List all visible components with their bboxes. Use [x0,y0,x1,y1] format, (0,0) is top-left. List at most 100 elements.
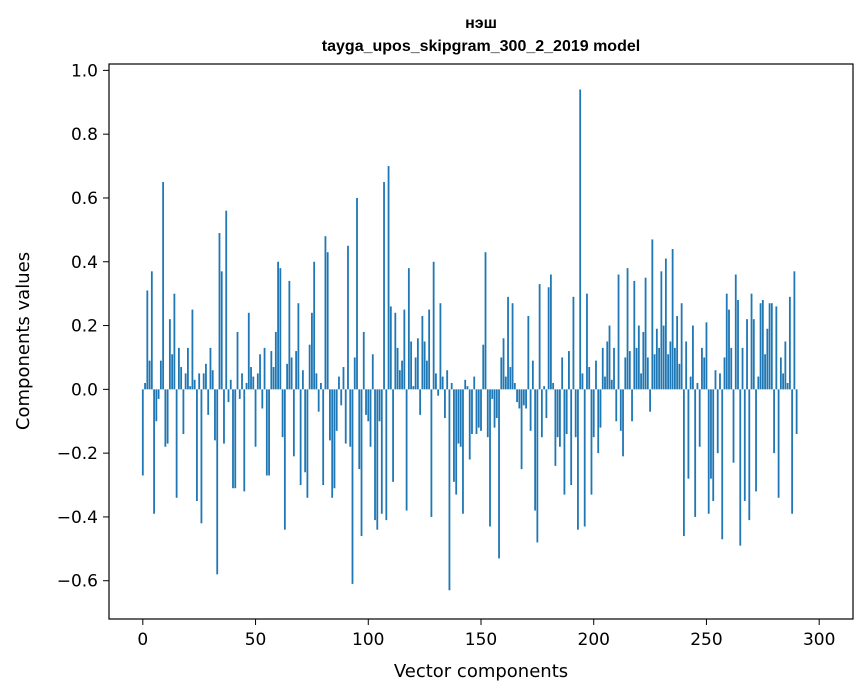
bar [211,370,214,390]
bars-group [141,89,798,591]
bar [187,347,189,390]
bar [254,389,257,447]
bar [653,354,656,390]
bar [642,331,645,390]
bar [520,389,523,470]
bar [202,373,205,390]
y-tick-label: −0.4 [57,508,98,528]
bar [786,382,789,390]
bar [750,293,753,390]
bar [480,389,482,431]
bar [660,271,663,390]
bar [728,309,730,390]
bar [574,389,577,438]
bar [764,354,766,390]
bar [153,389,155,514]
bar [746,319,748,390]
bar [527,315,530,390]
bar [394,312,397,390]
bar [788,296,791,390]
bar [365,389,367,415]
bar [725,293,728,390]
bar [784,341,787,390]
bar [540,389,543,438]
bar [146,290,149,390]
bar [448,389,451,591]
bar [457,389,460,444]
bar [610,379,613,390]
bar [164,389,167,447]
bar [495,389,498,419]
bar [795,389,798,434]
bar [396,347,399,390]
bar [570,389,573,486]
bar [243,389,246,492]
y-axis-label: Components values [13,252,34,430]
bar [522,389,525,406]
bar [683,389,685,537]
bar [712,389,715,501]
bar [191,309,194,390]
y-tick-label: 1.0 [71,61,98,81]
bar [692,325,694,390]
bar [223,389,225,444]
bar [459,389,462,447]
x-tick-label: 250 [690,630,722,650]
bar [220,271,223,390]
bar [766,328,769,390]
bar [367,389,370,422]
bar [281,389,284,438]
bar [428,309,431,390]
bar [419,389,422,415]
bar [335,389,338,431]
bar [387,166,390,390]
bar [205,363,207,390]
bar [716,389,719,454]
bar [525,389,527,409]
bar [748,389,751,521]
bar [241,373,243,390]
bar [401,360,403,390]
bar [259,354,261,390]
x-axis-label: Vector components [394,661,568,682]
bar [561,357,564,390]
bar [579,89,582,390]
bar [732,389,735,463]
bar [793,271,796,390]
bar [599,389,602,428]
bar [360,389,363,537]
bar [687,389,690,479]
bar [604,376,606,390]
bar [507,296,509,390]
bar [502,338,505,390]
bar [649,389,651,412]
bar [286,363,289,390]
bar [238,389,241,399]
bar [529,389,532,431]
bar [719,373,721,390]
bar [601,347,604,390]
bar [209,347,212,390]
bar [144,382,146,390]
x-tick-label: 0 [137,630,148,650]
bar [369,389,372,447]
bar [500,357,503,390]
bar [288,280,291,390]
bar [477,389,480,428]
bar [662,325,665,390]
bar [615,389,618,422]
bar [565,389,568,434]
bar [464,379,467,390]
bar [141,389,144,476]
bar [283,389,286,530]
x-tick-label: 100 [352,630,384,650]
bar [236,331,239,390]
x-tick-label: 50 [245,630,267,650]
bar [491,389,494,399]
bar [583,389,586,527]
bar [196,389,198,501]
bar [531,360,534,390]
bar [277,261,279,390]
bar [333,389,336,489]
bar [182,389,185,434]
